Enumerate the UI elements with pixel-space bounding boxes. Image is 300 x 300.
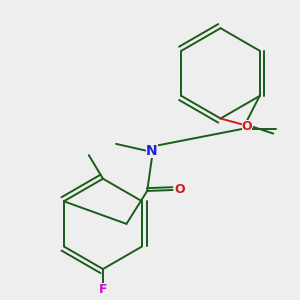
Text: F: F	[99, 283, 107, 296]
Text: O: O	[242, 119, 252, 133]
Text: O: O	[175, 183, 185, 196]
Text: N: N	[146, 144, 158, 158]
